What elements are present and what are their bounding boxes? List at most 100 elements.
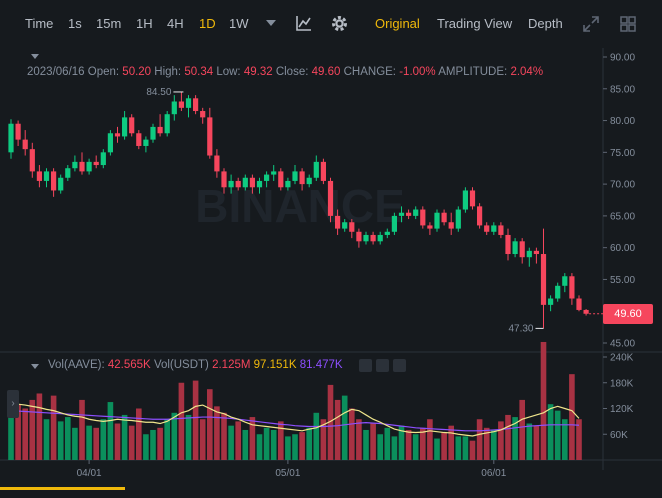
gear-icon[interactable] bbox=[331, 15, 348, 32]
candle-body bbox=[377, 234, 383, 242]
candle-body bbox=[469, 190, 476, 207]
candle-body bbox=[555, 285, 561, 299]
close-label: Close: bbox=[275, 66, 309, 78]
volume-bar bbox=[341, 395, 348, 460]
view-original[interactable]: Original bbox=[375, 16, 420, 31]
candle-body bbox=[548, 298, 554, 305]
volume-bar bbox=[398, 425, 405, 460]
interval-15m[interactable]: 15m bbox=[96, 16, 122, 31]
amplitude-value: 2.04% bbox=[510, 66, 544, 78]
candle-body bbox=[583, 309, 589, 314]
candle-body bbox=[185, 98, 192, 108]
volume-bar bbox=[455, 436, 462, 460]
volume-bar bbox=[391, 436, 398, 460]
volume-ma1-line bbox=[10, 401, 580, 437]
info-date: 2023/06/16 bbox=[27, 66, 85, 78]
high-marker-label: 84.50 bbox=[146, 87, 171, 98]
volume-bar bbox=[491, 429, 497, 460]
fullscreen-icon[interactable] bbox=[583, 16, 599, 32]
candle-body bbox=[86, 161, 92, 172]
price-tick-label: 85.00 bbox=[610, 84, 635, 95]
volume-bar bbox=[462, 436, 469, 460]
volume-bar bbox=[469, 440, 476, 460]
time-button[interactable]: Time bbox=[25, 16, 54, 31]
candle-body bbox=[299, 171, 305, 185]
volume-bar bbox=[270, 429, 277, 460]
interval-1d[interactable]: 1D bbox=[199, 16, 216, 31]
volume-bar bbox=[93, 427, 99, 460]
candle-body bbox=[448, 222, 454, 229]
eye-icon[interactable] bbox=[359, 359, 372, 372]
volume-bar bbox=[72, 427, 78, 460]
volume-bar bbox=[57, 421, 64, 460]
price-tick-label: 60.00 bbox=[610, 243, 635, 254]
volume-bar bbox=[128, 425, 135, 460]
candle-body bbox=[484, 225, 490, 232]
volume-bar bbox=[384, 427, 391, 460]
candle-body bbox=[178, 101, 184, 108]
expand-left-handle[interactable]: › bbox=[7, 390, 19, 418]
open-value: 50.20 bbox=[122, 66, 152, 78]
candle-body bbox=[427, 225, 433, 229]
low-label: Low: bbox=[216, 66, 241, 78]
volume-bar bbox=[292, 434, 298, 460]
close-value: 49.60 bbox=[311, 66, 341, 78]
price-chart[interactable]: BINANCE 90.00 85.00 80.00 75.00 70.00 65.00 60… bbox=[0, 48, 662, 498]
candle-body bbox=[292, 171, 298, 181]
view-depth[interactable]: Depth bbox=[528, 16, 563, 31]
volume-bar bbox=[178, 382, 185, 460]
interval-1s[interactable]: 1s bbox=[68, 16, 82, 31]
volume-bar bbox=[114, 423, 121, 460]
indicator-icon[interactable] bbox=[296, 15, 312, 31]
candle-body bbox=[320, 161, 326, 181]
price-tick-label: 70.00 bbox=[610, 180, 635, 191]
volume-bar bbox=[526, 423, 533, 460]
volume-tick-label: 180K bbox=[610, 378, 634, 389]
volume-bar bbox=[121, 414, 128, 460]
interval-1h[interactable]: 1H bbox=[136, 16, 153, 31]
vol-usdt-value: 2.125M bbox=[212, 359, 251, 371]
candle-body bbox=[207, 117, 213, 156]
chevron-down-icon[interactable] bbox=[266, 20, 276, 27]
high-label: High: bbox=[154, 66, 182, 78]
volume-bar bbox=[320, 419, 327, 460]
view-trading-view[interactable]: Trading View bbox=[437, 16, 513, 31]
ohlc-info: 2023/06/16 Open: 50.20 High: 50.34 Low: … bbox=[27, 66, 543, 78]
volume-bar bbox=[36, 393, 43, 460]
volume-bar bbox=[263, 427, 270, 460]
interval-1w[interactable]: 1W bbox=[229, 16, 249, 31]
candle-body bbox=[249, 177, 255, 188]
candle-body bbox=[391, 215, 397, 232]
candle-body bbox=[136, 133, 142, 146]
candle-body bbox=[306, 177, 312, 185]
volume-bar bbox=[150, 429, 156, 460]
close-icon[interactable] bbox=[393, 359, 406, 372]
candle-body bbox=[384, 231, 390, 235]
candle-body bbox=[477, 206, 483, 226]
volume-bar bbox=[512, 417, 518, 460]
candle-body bbox=[512, 241, 518, 255]
volume-bar bbox=[327, 384, 334, 460]
candle-body bbox=[413, 209, 419, 216]
time-scrollbar[interactable] bbox=[0, 487, 125, 490]
volume-bar bbox=[313, 412, 320, 460]
volume-bar bbox=[143, 434, 149, 460]
collapse-chevron-icon[interactable] bbox=[31, 54, 39, 59]
candle-body bbox=[214, 155, 220, 172]
volume-bar bbox=[448, 425, 454, 460]
volume-bar bbox=[86, 425, 92, 460]
candle-body bbox=[93, 161, 99, 166]
candle-body bbox=[157, 126, 163, 134]
volume-bar bbox=[8, 397, 14, 460]
volume-collapse-chevron-icon[interactable] bbox=[31, 364, 39, 369]
settings-small-icon[interactable] bbox=[376, 359, 389, 372]
volume-bar bbox=[207, 389, 213, 460]
volume-bar bbox=[434, 438, 440, 460]
candle-body bbox=[43, 171, 50, 181]
volume-bar bbox=[65, 417, 71, 460]
interval-4h[interactable]: 4H bbox=[167, 16, 184, 31]
volume-bar bbox=[157, 427, 163, 460]
candle-body bbox=[51, 171, 57, 191]
candle-body bbox=[29, 149, 35, 172]
layout-grid-icon[interactable] bbox=[620, 16, 636, 32]
